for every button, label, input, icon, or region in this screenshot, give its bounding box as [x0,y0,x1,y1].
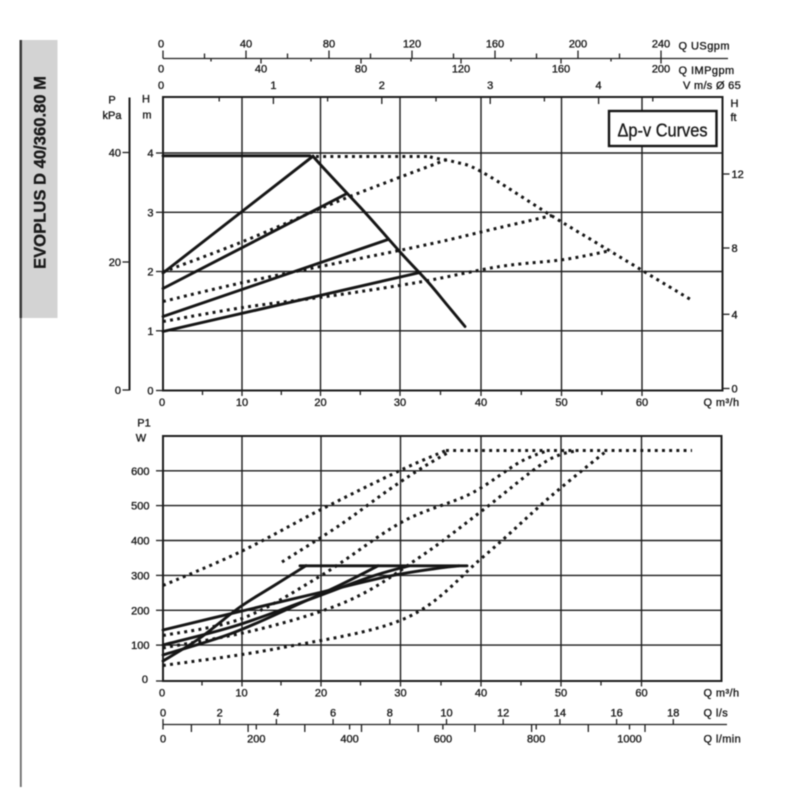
svg-text:W: W [136,433,147,445]
svg-text:240: 240 [652,39,670,51]
svg-text:12: 12 [732,169,744,181]
svg-text:40: 40 [475,688,487,700]
svg-text:3: 3 [147,207,153,219]
svg-text:2: 2 [379,80,385,92]
svg-text:0: 0 [158,80,164,92]
svg-text:Δp-v Curves: Δp-v Curves [618,120,708,141]
svg-text:18: 18 [667,708,679,720]
svg-text:Q l/min: Q l/min [704,734,742,746]
svg-text:80: 80 [355,64,367,76]
svg-text:200: 200 [652,64,670,76]
svg-text:0: 0 [158,39,164,51]
svg-text:100: 100 [131,640,149,652]
svg-text:P1: P1 [137,418,150,430]
svg-text:0: 0 [147,386,153,398]
svg-text:4: 4 [147,148,153,160]
svg-text:P: P [108,95,115,107]
svg-text:0: 0 [160,734,166,746]
svg-text:4: 4 [273,708,279,720]
svg-text:H: H [142,94,150,106]
svg-text:60: 60 [636,397,648,409]
svg-text:10: 10 [235,688,247,700]
svg-text:120: 120 [452,64,470,76]
svg-text:0: 0 [159,688,165,700]
svg-text:kPa: kPa [103,110,123,122]
svg-text:50: 50 [555,397,567,409]
svg-text:30: 30 [394,397,406,409]
svg-text:0: 0 [115,385,121,397]
svg-text:3: 3 [487,80,493,92]
svg-text:400: 400 [131,536,149,548]
svg-text:Q l/s: Q l/s [704,708,729,720]
svg-text:600: 600 [434,734,452,746]
svg-text:160: 160 [486,39,504,51]
svg-text:EVOPLUS D 40/360.80 M: EVOPLUS D 40/360.80 M [31,76,50,269]
svg-text:4: 4 [732,309,738,321]
svg-text:0: 0 [732,384,738,396]
svg-text:800: 800 [527,734,545,746]
svg-text:Q IMPgpm: Q IMPgpm [679,65,735,77]
svg-text:Q m³/h: Q m³/h [704,688,740,700]
svg-text:1: 1 [270,80,276,92]
svg-text:300: 300 [131,570,149,582]
svg-text:16: 16 [610,708,622,720]
svg-text:6: 6 [330,708,336,720]
svg-text:120: 120 [403,39,421,51]
svg-text:20: 20 [314,397,326,409]
svg-text:1: 1 [147,326,153,338]
svg-text:V m/s Ø 65: V m/s Ø 65 [683,80,741,92]
svg-text:m: m [142,110,151,122]
svg-text:0: 0 [158,64,164,76]
svg-text:20: 20 [315,688,327,700]
svg-text:2: 2 [217,708,223,720]
svg-text:8: 8 [387,708,393,720]
svg-text:H: H [731,98,739,110]
svg-text:4: 4 [596,80,602,92]
svg-text:20: 20 [109,257,121,269]
svg-text:400: 400 [340,734,358,746]
svg-text:60: 60 [635,688,647,700]
svg-text:200: 200 [247,734,265,746]
svg-text:200: 200 [569,39,587,51]
svg-text:0: 0 [159,397,165,409]
svg-text:40: 40 [109,148,121,160]
svg-text:10: 10 [440,708,452,720]
svg-text:0: 0 [142,674,148,686]
svg-text:0: 0 [160,708,166,720]
svg-text:12: 12 [497,708,509,720]
svg-text:40: 40 [240,39,252,51]
svg-text:30: 30 [394,688,406,700]
svg-text:ft: ft [731,112,737,124]
svg-text:500: 500 [131,501,149,513]
svg-text:Q USgpm: Q USgpm [679,41,730,53]
svg-text:8: 8 [732,243,738,255]
svg-text:50: 50 [555,688,567,700]
svg-text:160: 160 [552,64,570,76]
svg-text:1000: 1000 [617,734,641,746]
svg-text:10: 10 [236,397,248,409]
svg-text:Q m³/h: Q m³/h [704,397,740,409]
svg-text:80: 80 [323,39,335,51]
svg-text:200: 200 [131,605,149,617]
svg-text:600: 600 [131,466,149,478]
svg-text:2: 2 [147,267,153,279]
svg-text:40: 40 [255,64,267,76]
svg-text:40: 40 [475,397,487,409]
svg-text:14: 14 [554,708,566,720]
